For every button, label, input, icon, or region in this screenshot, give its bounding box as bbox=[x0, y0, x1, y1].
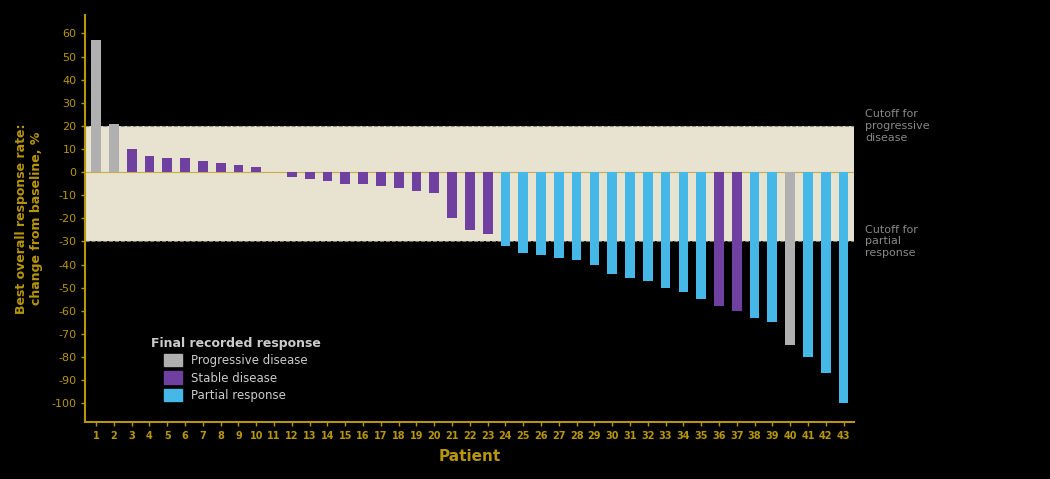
Bar bbox=[571, 172, 582, 260]
Bar bbox=[501, 172, 510, 246]
Bar bbox=[322, 172, 332, 182]
Bar bbox=[340, 172, 350, 183]
Bar bbox=[537, 172, 546, 255]
Bar bbox=[447, 172, 457, 218]
Bar bbox=[483, 172, 492, 235]
Bar bbox=[376, 172, 385, 186]
Bar bbox=[215, 163, 226, 172]
Bar bbox=[145, 156, 154, 172]
Bar bbox=[251, 168, 261, 172]
Bar bbox=[287, 172, 297, 177]
Bar bbox=[109, 124, 119, 172]
Bar bbox=[696, 172, 706, 299]
Bar bbox=[181, 158, 190, 172]
Bar bbox=[821, 172, 831, 373]
Bar bbox=[412, 172, 421, 191]
Bar bbox=[163, 158, 172, 172]
Bar bbox=[750, 172, 759, 318]
Bar bbox=[589, 172, 600, 264]
Bar bbox=[233, 165, 244, 172]
Bar bbox=[91, 40, 101, 172]
Bar bbox=[554, 172, 564, 258]
Bar bbox=[625, 172, 635, 278]
Bar bbox=[732, 172, 741, 311]
Y-axis label: Best overall response rate:
change from baseline, %: Best overall response rate: change from … bbox=[15, 123, 43, 314]
Bar bbox=[429, 172, 439, 193]
Bar bbox=[198, 160, 208, 172]
Bar bbox=[785, 172, 795, 345]
Bar bbox=[465, 172, 475, 230]
Text: Cutoff for
progressive
disease: Cutoff for progressive disease bbox=[865, 109, 930, 142]
Bar bbox=[394, 172, 403, 188]
Bar bbox=[607, 172, 617, 274]
Bar bbox=[839, 172, 848, 403]
Bar bbox=[127, 149, 136, 172]
Bar bbox=[304, 172, 315, 179]
Bar bbox=[643, 172, 653, 281]
Bar bbox=[85, 126, 855, 241]
Text: Cutoff for
partial
response: Cutoff for partial response bbox=[865, 225, 919, 258]
Bar bbox=[714, 172, 723, 306]
Bar bbox=[803, 172, 813, 357]
Bar bbox=[358, 172, 367, 183]
Bar bbox=[768, 172, 777, 322]
Bar bbox=[519, 172, 528, 253]
Bar bbox=[660, 172, 671, 287]
X-axis label: Patient: Patient bbox=[439, 449, 501, 464]
Legend: Progressive disease, Stable disease, Partial response: Progressive disease, Stable disease, Par… bbox=[145, 331, 327, 408]
Bar bbox=[678, 172, 689, 292]
